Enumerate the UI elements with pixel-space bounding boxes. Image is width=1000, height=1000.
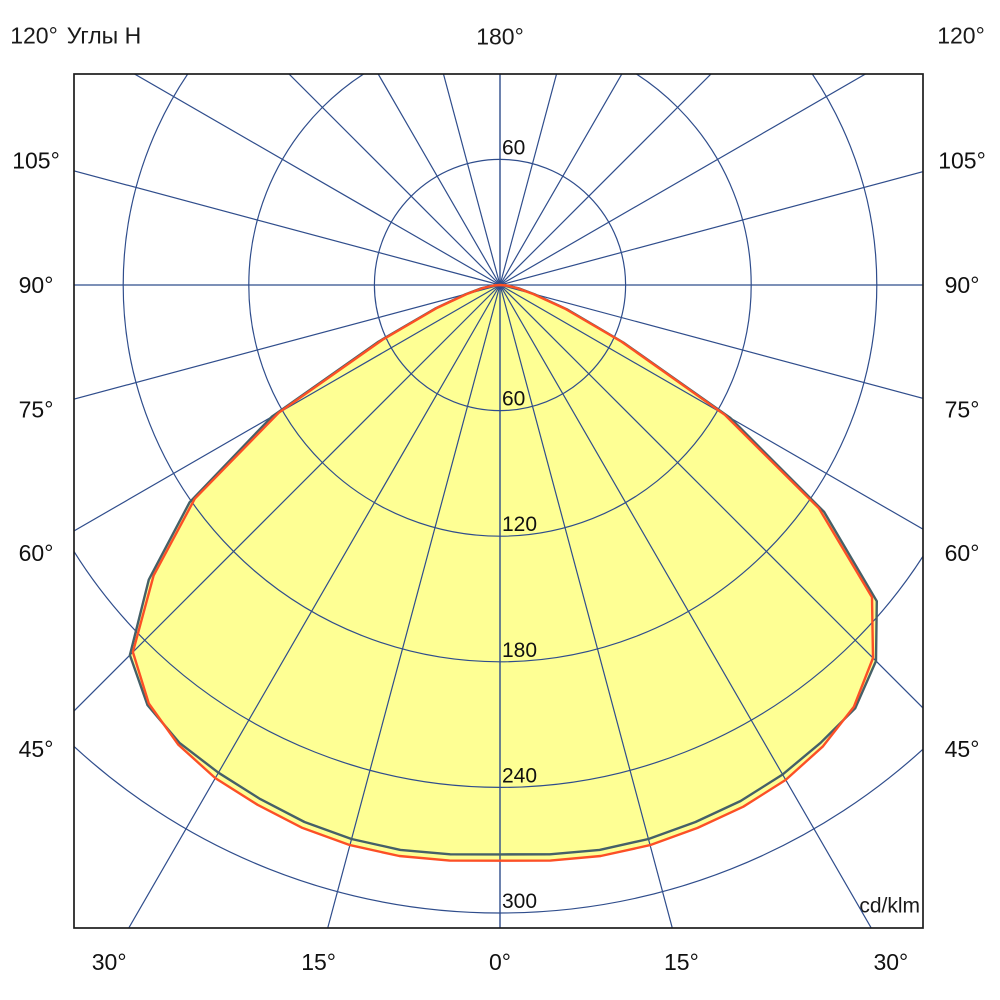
ring-label: 120 (502, 513, 537, 536)
angle-label: 75° (945, 396, 980, 422)
angle-label: 105° (12, 148, 60, 174)
angle-label: 30° (873, 949, 908, 975)
beam-fill (129, 285, 877, 855)
grid-ray (74, 284, 501, 532)
angle-label: 90° (945, 272, 980, 298)
angle-label: 30° (92, 949, 127, 975)
grid-ray (499, 74, 558, 286)
grid-ray (499, 74, 867, 286)
ring-label: 240 (502, 764, 537, 787)
angle-label: 105° (938, 148, 986, 174)
grid-ray (499, 284, 923, 709)
ring-label: 180 (502, 639, 537, 662)
ring-label: 300 (502, 890, 537, 913)
intensity-curve-red (131, 283, 875, 862)
grid-ray (74, 284, 501, 712)
intensity-curve-dark (128, 283, 878, 856)
grid-ray (327, 284, 501, 928)
angle-label: 90° (19, 272, 54, 298)
angle-label: 0° (489, 949, 511, 975)
grid-ray (74, 284, 501, 400)
angle-label: 15° (301, 949, 336, 975)
angle-label: 15° (664, 949, 699, 975)
grid-ray (499, 284, 923, 530)
grid-ray (499, 74, 712, 286)
grid-ray (499, 284, 872, 928)
top-left-angle-label: 120° (10, 22, 58, 49)
unit-label: cd/klm (859, 894, 920, 918)
plot-border (73, 73, 924, 929)
ring-label: 60 (502, 136, 525, 159)
grid-ray (499, 284, 923, 399)
angle-label: 60° (19, 540, 54, 566)
angle-label: 45° (19, 736, 54, 762)
plane-title: Углы H (66, 22, 142, 49)
ring-label: 60 (502, 388, 525, 411)
grid-ray (133, 74, 501, 286)
angle-label: 60° (945, 540, 980, 566)
grid-ray (74, 170, 501, 286)
top-center-angle-label: 180° (476, 23, 524, 50)
grid-ray (442, 74, 501, 286)
grid-ray (499, 171, 923, 286)
angle-label: 45° (945, 736, 980, 762)
grid-ray (288, 74, 501, 286)
top-right-angle-label: 120° (937, 22, 985, 49)
grid-ray (128, 284, 501, 928)
grid-ray (499, 284, 673, 928)
angle-label: 75° (19, 396, 54, 422)
